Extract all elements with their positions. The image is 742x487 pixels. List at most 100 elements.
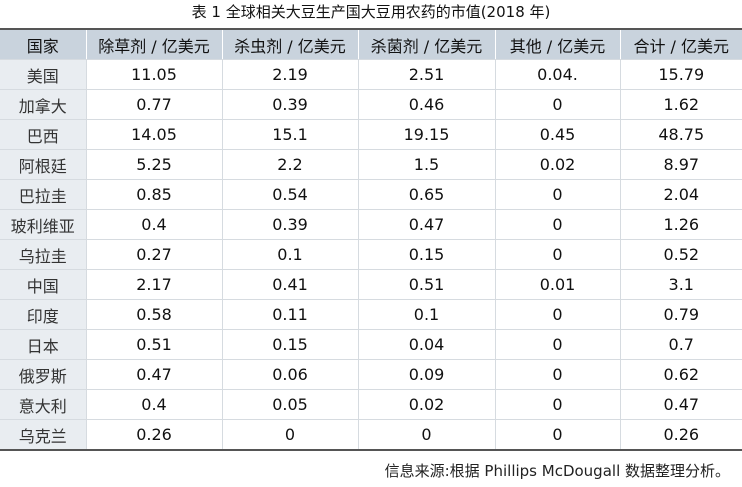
header-cell: 合计 / 亿美元: [620, 28, 742, 60]
cell: 0.41: [222, 269, 359, 300]
cell: 0.01: [495, 269, 621, 300]
table-row: 中国 2.17 0.41 0.51 0.01 3.1: [0, 269, 742, 300]
cell: 5.25: [86, 149, 223, 180]
cell: 0.39: [222, 209, 359, 240]
cell: 0.65: [358, 179, 496, 210]
header-cell: 其他 / 亿美元: [495, 28, 621, 60]
cell: 0.27: [86, 239, 223, 270]
table-row: 巴西 14.05 15.1 19.15 0.45 48.75: [0, 119, 742, 150]
table-row: 日本 0.51 0.15 0.04 0 0.7: [0, 329, 742, 360]
cell: 0.47: [358, 209, 496, 240]
cell: 3.1: [620, 269, 742, 300]
cell: 0.62: [620, 359, 742, 390]
table-row: 玻利维亚 0.4 0.39 0.47 0 1.26: [0, 209, 742, 240]
cell: 19.15: [358, 119, 496, 150]
row-label: 意大利: [0, 389, 87, 420]
cell: 11.05: [86, 59, 223, 90]
cell: 0: [358, 419, 496, 451]
table-row: 俄罗斯 0.47 0.06 0.09 0 0.62: [0, 359, 742, 390]
row-label: 巴拉圭: [0, 179, 87, 210]
cell: 2.19: [222, 59, 359, 90]
cell: 0.47: [86, 359, 223, 390]
cell: 0.05: [222, 389, 359, 420]
table-row: 美国 11.05 2.19 2.51 0.04. 15.79: [0, 59, 742, 90]
cell: 0: [495, 419, 621, 451]
cell: 2.17: [86, 269, 223, 300]
cell: 0.54: [222, 179, 359, 210]
row-label: 中国: [0, 269, 87, 300]
cell: 15.1: [222, 119, 359, 150]
row-label: 日本: [0, 329, 87, 360]
cell: 0: [495, 179, 621, 210]
cell: 0.39: [222, 89, 359, 120]
header-cell: 国家: [0, 28, 87, 60]
cell: 15.79: [620, 59, 742, 90]
cell: 0.77: [86, 89, 223, 120]
cell: 0.04.: [495, 59, 621, 90]
header-cell: 除草剂 / 亿美元: [86, 28, 223, 60]
cell: 0: [495, 299, 621, 330]
cell: 0.51: [358, 269, 496, 300]
cell: 0.4: [86, 389, 223, 420]
table-row: 加拿大 0.77 0.39 0.46 0 1.62: [0, 89, 742, 120]
cell: 0: [495, 239, 621, 270]
row-label: 俄罗斯: [0, 359, 87, 390]
cell: 0.26: [620, 419, 742, 451]
header-cell: 杀菌剂 / 亿美元: [358, 28, 496, 60]
row-label: 印度: [0, 299, 87, 330]
cell: 0.02: [495, 149, 621, 180]
table-row: 印度 0.58 0.11 0.1 0 0.79: [0, 299, 742, 330]
cell: 0.04: [358, 329, 496, 360]
table-body: 美国 11.05 2.19 2.51 0.04. 15.79 加拿大 0.77 0.39 0.46…: [0, 59, 742, 451]
row-label: 美国: [0, 59, 87, 90]
cell: 0.7: [620, 329, 742, 360]
cell: 0.47: [620, 389, 742, 420]
header-row: 国家 除草剂 / 亿美元 杀虫剂 / 亿美元 杀菌剂 / 亿美元 其他 / 亿美元 合计 …: [0, 28, 742, 60]
cell: 0: [495, 209, 621, 240]
table-row: 巴拉圭 0.85 0.54 0.65 0 2.04: [0, 179, 742, 210]
cell: 0.46: [358, 89, 496, 120]
row-label: 乌拉圭: [0, 239, 87, 270]
cell: 0.1: [358, 299, 496, 330]
row-label: 玻利维亚: [0, 209, 87, 240]
data-table: 国家 除草剂 / 亿美元 杀虫剂 / 亿美元 杀菌剂 / 亿美元 其他 / 亿美元 合计 …: [0, 28, 742, 451]
row-label: 巴西: [0, 119, 87, 150]
cell: 0.09: [358, 359, 496, 390]
cell: 0.02: [358, 389, 496, 420]
cell: 0.11: [222, 299, 359, 330]
cell: 1.26: [620, 209, 742, 240]
row-label: 阿根廷: [0, 149, 87, 180]
table-row: 乌克兰 0.26 0 0 0 0.26: [0, 419, 742, 451]
cell: 2.2: [222, 149, 359, 180]
table-row: 乌拉圭 0.27 0.1 0.15 0 0.52: [0, 239, 742, 270]
table-title: 表 1 全球相关大豆生产国大豆用农药的市值(2018 年): [191, 3, 551, 21]
cell: 14.05: [86, 119, 223, 150]
cell: 0: [222, 419, 359, 451]
cell: 0.06: [222, 359, 359, 390]
row-label: 加拿大: [0, 89, 87, 120]
cell: 0.85: [86, 179, 223, 210]
cell: 0: [495, 389, 621, 420]
table-row: 阿根廷 5.25 2.2 1.5 0.02 8.97: [0, 149, 742, 180]
row-label: 乌克兰: [0, 419, 87, 451]
cell: 8.97: [620, 149, 742, 180]
cell: 0.58: [86, 299, 223, 330]
cell: 0.15: [222, 329, 359, 360]
cell: 0.1: [222, 239, 359, 270]
cell: 2.51: [358, 59, 496, 90]
cell: 0: [495, 329, 621, 360]
source-note: 信息来源:根据 Phillips McDougall 数据整理分析。: [384, 462, 730, 480]
cell: 0.51: [86, 329, 223, 360]
table-row: 意大利 0.4 0.05 0.02 0 0.47: [0, 389, 742, 420]
cell: 0: [495, 359, 621, 390]
cell: 2.04: [620, 179, 742, 210]
cell: 1.5: [358, 149, 496, 180]
cell: 0.26: [86, 419, 223, 451]
cell: 0.15: [358, 239, 496, 270]
cell: 1.62: [620, 89, 742, 120]
cell: 0.4: [86, 209, 223, 240]
header-cell: 杀虫剂 / 亿美元: [222, 28, 359, 60]
cell: 0.52: [620, 239, 742, 270]
cell: 0: [495, 89, 621, 120]
